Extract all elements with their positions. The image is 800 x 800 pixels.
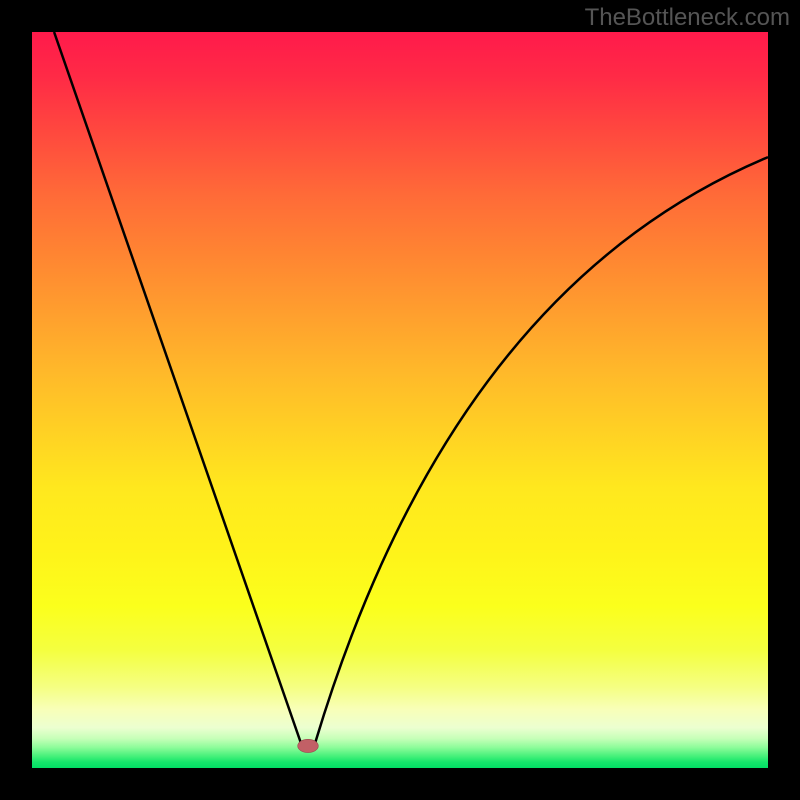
plot-area [32, 32, 768, 768]
watermark-text: TheBottleneck.com [585, 4, 790, 32]
bottleneck-curve-chart [32, 32, 768, 768]
minimum-marker [298, 739, 319, 752]
chart-background [32, 32, 768, 768]
chart-frame: TheBottleneck.com [0, 0, 800, 800]
